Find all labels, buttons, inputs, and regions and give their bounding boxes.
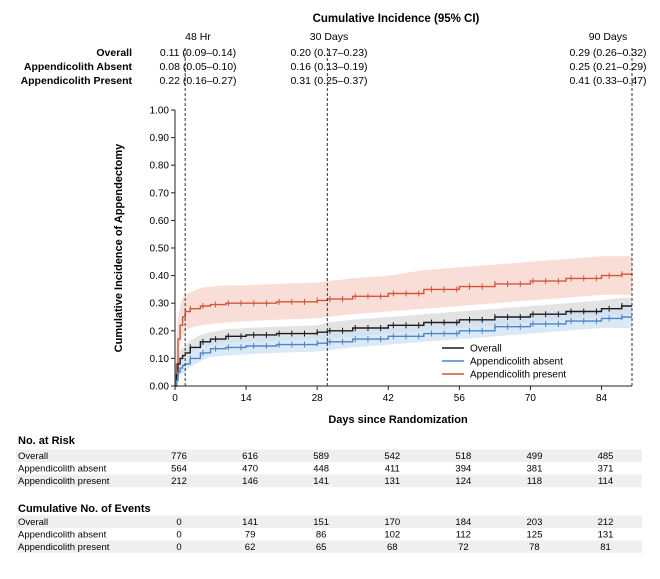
risk-table-cell: 371 bbox=[598, 464, 614, 475]
events-table-cell: 184 bbox=[455, 517, 471, 528]
risk-table-cell: 499 bbox=[527, 451, 543, 462]
risk-table-cell: 118 bbox=[527, 476, 542, 487]
risk-table-cell: 212 bbox=[171, 476, 187, 487]
events-table-cell: 79 bbox=[245, 530, 256, 541]
risk-table-cell: 141 bbox=[313, 476, 329, 487]
events-table-cell: 62 bbox=[245, 542, 256, 553]
risk-table-cell: 470 bbox=[242, 464, 258, 475]
risk-table-cell: 124 bbox=[455, 476, 471, 487]
incidence-title: Cumulative Incidence (95% CI) bbox=[313, 13, 480, 25]
events-table-cell: 0 bbox=[176, 517, 181, 528]
x-tick-label: 70 bbox=[525, 393, 537, 404]
events-table-cell: 102 bbox=[384, 530, 400, 541]
risk-table-row-label: Appendicolith present bbox=[18, 476, 110, 487]
x-tick-label: 84 bbox=[596, 393, 608, 404]
events-table-cell: 141 bbox=[242, 517, 258, 528]
legend-label: Overall bbox=[470, 344, 502, 355]
incidence-value: 0.31 (0.25–0.37) bbox=[290, 75, 367, 87]
risk-table-cell: 589 bbox=[313, 451, 329, 462]
events-table-row-label: Overall bbox=[18, 517, 48, 528]
events-table-cell: 112 bbox=[456, 530, 471, 541]
risk-table-cell: 616 bbox=[242, 451, 258, 462]
incidence-value: 0.22 (0.16–0.27) bbox=[159, 75, 236, 87]
events-table-cell: 81 bbox=[600, 542, 611, 553]
risk-table-cell: 776 bbox=[171, 451, 187, 462]
risk-table-row-shade bbox=[16, 474, 642, 487]
events-table-row-shade bbox=[16, 515, 642, 528]
y-tick-label: 0.00 bbox=[150, 382, 170, 393]
x-tick-label: 14 bbox=[241, 393, 253, 404]
events-table-cell: 86 bbox=[316, 530, 327, 541]
risk-table-cell: 564 bbox=[171, 464, 187, 475]
series-line bbox=[175, 305, 632, 387]
y-tick-label: 0.20 bbox=[150, 326, 170, 337]
risk-table-cell: 381 bbox=[527, 464, 543, 475]
y-tick-label: 0.70 bbox=[150, 188, 170, 199]
events-table-row-label: Appendicolith absent bbox=[18, 530, 107, 541]
incidence-value: 0.11 (0.09–0.14) bbox=[160, 47, 236, 59]
incidence-value: 0.29 (0.26–0.32) bbox=[569, 47, 646, 59]
risk-table-cell: 146 bbox=[242, 476, 258, 487]
risk-table-cell: 518 bbox=[455, 451, 471, 462]
risk-table-cell: 542 bbox=[384, 451, 400, 462]
risk-table-title: No. at Risk bbox=[18, 435, 76, 447]
y-tick-label: 0.50 bbox=[150, 244, 170, 255]
x-tick-label: 56 bbox=[454, 393, 466, 404]
y-tick-label: 0.30 bbox=[150, 299, 170, 310]
events-table-cell: 65 bbox=[316, 542, 327, 553]
x-axis-label: Days since Randomization bbox=[328, 414, 468, 426]
events-table-cell: 125 bbox=[527, 530, 543, 541]
x-tick-label: 0 bbox=[172, 393, 178, 404]
risk-table-cell: 131 bbox=[384, 476, 400, 487]
y-tick-label: 0.80 bbox=[150, 161, 170, 172]
events-table-cell: 151 bbox=[313, 517, 329, 528]
risk-table-row-label: Appendicolith absent bbox=[18, 464, 107, 475]
series-line bbox=[175, 316, 632, 387]
ci-band bbox=[175, 256, 632, 386]
reference-label: 48 Hr bbox=[185, 31, 211, 43]
risk-table-cell: 448 bbox=[313, 464, 329, 475]
incidence-value: 0.25 (0.21–0.29) bbox=[569, 61, 646, 73]
risk-table-row-label: Overall bbox=[18, 451, 48, 462]
events-table-title: Cumulative No. of Events bbox=[18, 503, 151, 515]
incidence-row-label: Appendicolith Present bbox=[21, 75, 133, 87]
incidence-value: 0.41 (0.33–0.47) bbox=[569, 75, 646, 87]
reference-label: 30 Days bbox=[310, 31, 349, 43]
incidence-value: 0.08 (0.05–0.10) bbox=[159, 61, 236, 73]
y-tick-label: 0.40 bbox=[150, 271, 170, 282]
risk-table-cell: 114 bbox=[598, 476, 613, 487]
x-tick-label: 28 bbox=[312, 393, 324, 404]
events-table-row-shade bbox=[16, 540, 642, 553]
events-table-cell: 0 bbox=[176, 542, 181, 553]
events-table-cell: 68 bbox=[387, 542, 398, 553]
y-tick-label: 0.10 bbox=[150, 354, 170, 365]
incidence-row-label: Appendicolith Absent bbox=[24, 61, 133, 73]
risk-table-cell: 485 bbox=[598, 451, 614, 462]
events-table-cell: 0 bbox=[176, 530, 181, 541]
incidence-value: 0.20 (0.17–0.23) bbox=[290, 47, 367, 59]
events-table-cell: 72 bbox=[458, 542, 469, 553]
events-table-cell: 131 bbox=[598, 530, 614, 541]
y-axis-label: Cumulative Incidence of Appendectomy bbox=[113, 143, 125, 353]
x-tick-label: 42 bbox=[383, 393, 395, 404]
events-table-row-label: Appendicolith present bbox=[18, 542, 110, 553]
events-table-cell: 212 bbox=[598, 517, 614, 528]
incidence-row-label: Overall bbox=[96, 47, 132, 59]
legend-label: Appendicolith absent bbox=[470, 357, 563, 368]
events-table-cell: 170 bbox=[384, 517, 400, 528]
incidence-value: 0.16 (0.13–0.19) bbox=[290, 61, 367, 73]
legend-label: Appendicolith present bbox=[470, 370, 566, 381]
events-table-cell: 78 bbox=[529, 542, 540, 553]
reference-label: 90 Days bbox=[589, 31, 628, 43]
y-tick-label: 1.00 bbox=[150, 106, 170, 117]
risk-table-cell: 411 bbox=[385, 464, 400, 475]
y-tick-label: 0.90 bbox=[150, 133, 170, 144]
risk-table-cell: 394 bbox=[455, 464, 471, 475]
y-tick-label: 0.60 bbox=[150, 216, 170, 227]
events-table-cell: 203 bbox=[527, 517, 543, 528]
risk-table-row-shade bbox=[16, 449, 642, 462]
